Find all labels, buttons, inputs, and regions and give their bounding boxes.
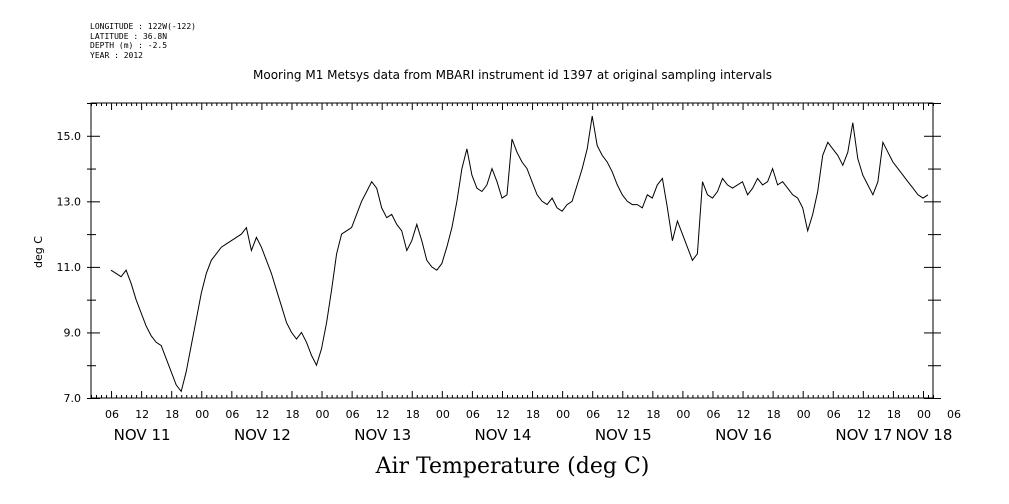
x-hour-tick-label: 06	[225, 408, 239, 421]
axes	[90, 102, 934, 399]
x-hour-tick-label: 12	[496, 408, 510, 421]
x-hour-tick-label: 06	[105, 408, 119, 421]
x-hour-tick-label: 06	[466, 408, 480, 421]
x-hour-tick-label: 18	[526, 408, 540, 421]
x-hour-tick-label: 00	[797, 408, 811, 421]
x-day-label: NOV 11	[114, 426, 171, 444]
x-hour-tick-label: 06	[706, 408, 720, 421]
x-hour-tick-label: 00	[436, 408, 450, 421]
x-hour-tick-label: 00	[316, 408, 330, 421]
y-tick-label: 15.0	[57, 130, 82, 143]
tick-labels: 7.0 9.0 11.0 13.0 15.0 06 12 18 00 06 12 18 00 06 12 18…	[57, 130, 962, 444]
y-tick-label: 13.0	[57, 195, 82, 208]
x-hour-tick-label: 18	[646, 408, 660, 421]
longitude-text: LONGITUDE : 122W(-122)	[90, 22, 196, 31]
x-hour-tick-label: 06	[346, 408, 360, 421]
latitude-text: LATITUDE : 36.8N	[90, 31, 168, 41]
x-hour-tick-label: 00	[917, 408, 931, 421]
x-axis-title: Air Temperature (deg C)	[375, 454, 650, 479]
x-hour-tick-label: 12	[376, 408, 390, 421]
x-hour-tick-label: 12	[135, 408, 149, 421]
x-day-label: NOV 16	[715, 426, 772, 444]
year-text: YEAR : 2012	[90, 50, 143, 60]
x-hour-tick-label: 18	[165, 408, 179, 421]
x-hour-tick-label: 06	[586, 408, 600, 421]
x-day-label: NOV 18	[896, 426, 953, 444]
x-hour-tick-label: 12	[616, 408, 630, 421]
x-hour-tick-label: 00	[556, 408, 570, 421]
x-day-label: NOV 14	[475, 426, 532, 444]
depth-text: DEPTH (m) : -2.5	[90, 41, 168, 51]
ticks	[87, 103, 941, 399]
x-hour-tick-label: 18	[285, 408, 299, 421]
metadata-block: LONGITUDE : 122W(-122) LATITUDE : 36.8N …	[90, 22, 196, 60]
x-hour-tick-label: 00	[676, 408, 690, 421]
x-day-label: NOV 13	[354, 426, 411, 444]
x-hour-tick-label: 18	[767, 408, 781, 421]
x-hour-tick-label: 12	[857, 408, 871, 421]
y-tick-label: 7.0	[64, 392, 82, 405]
x-day-label: NOV 12	[234, 426, 291, 444]
y-tick-label: 11.0	[57, 261, 82, 274]
x-hour-tick-label: 12	[737, 408, 751, 421]
x-day-label: NOV 17	[835, 426, 892, 444]
x-hour-tick-label: 06	[827, 408, 841, 421]
x-day-label: NOV 15	[595, 426, 652, 444]
x-hour-tick-label: 00	[195, 408, 209, 421]
y-tick-label: 9.0	[64, 326, 82, 339]
x-hour-tick-label: 18	[887, 408, 901, 421]
x-hour-tick-label: 12	[255, 408, 269, 421]
x-hour-tick-label: 06	[947, 408, 961, 421]
chart-title: Mooring M1 Metsys data from MBARI instru…	[253, 68, 772, 82]
x-hour-tick-label: 18	[406, 408, 420, 421]
series-line	[110, 116, 929, 393]
plot-frame	[90, 102, 934, 399]
y-axis-label: deg C	[32, 236, 45, 268]
